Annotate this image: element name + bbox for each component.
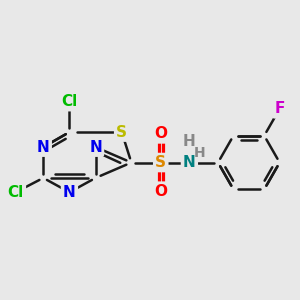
Text: O: O [154, 184, 167, 199]
Text: O: O [154, 126, 167, 141]
Text: H: H [183, 134, 196, 148]
Text: N: N [183, 155, 196, 170]
Text: N: N [89, 140, 102, 154]
Text: S: S [116, 124, 127, 140]
Text: Cl: Cl [61, 94, 78, 109]
Text: Cl: Cl [8, 185, 24, 200]
Text: N: N [37, 140, 50, 154]
Text: H: H [194, 146, 205, 160]
Text: N: N [63, 185, 76, 200]
Text: F: F [274, 101, 285, 116]
Text: S: S [155, 155, 166, 170]
